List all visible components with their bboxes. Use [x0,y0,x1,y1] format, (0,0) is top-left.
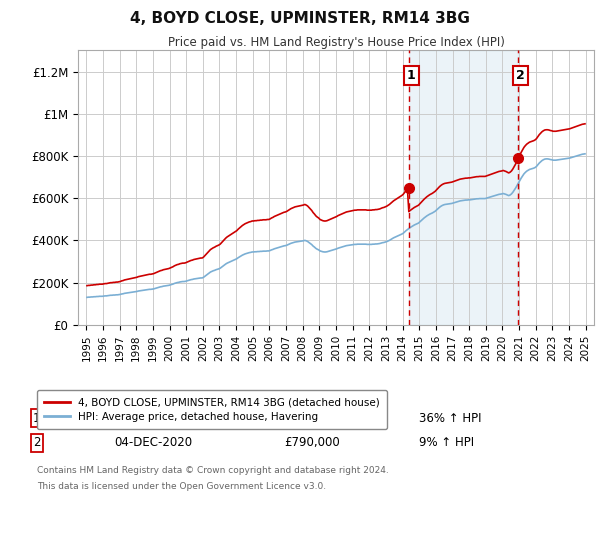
Text: This data is licensed under the Open Government Licence v3.0.: This data is licensed under the Open Gov… [37,482,326,491]
Text: 2: 2 [33,436,40,449]
Text: 4, BOYD CLOSE, UPMINSTER, RM14 3BG: 4, BOYD CLOSE, UPMINSTER, RM14 3BG [130,11,470,26]
Text: 2: 2 [516,69,524,82]
Text: 16-MAY-2014: 16-MAY-2014 [114,412,191,424]
Legend: 4, BOYD CLOSE, UPMINSTER, RM14 3BG (detached house), HPI: Average price, detache: 4, BOYD CLOSE, UPMINSTER, RM14 3BG (deta… [37,390,388,429]
Text: Contains HM Land Registry data © Crown copyright and database right 2024.: Contains HM Land Registry data © Crown c… [37,466,388,475]
Text: 36% ↑ HPI: 36% ↑ HPI [419,412,481,424]
Text: £790,000: £790,000 [284,436,340,449]
Text: £650,000: £650,000 [284,412,340,424]
Text: 1: 1 [33,412,40,424]
Text: 9% ↑ HPI: 9% ↑ HPI [419,436,473,449]
Text: 04-DEC-2020: 04-DEC-2020 [114,436,192,449]
Title: Price paid vs. HM Land Registry's House Price Index (HPI): Price paid vs. HM Land Registry's House … [167,36,505,49]
Bar [409,50,518,325]
Text: 1: 1 [407,69,416,82]
